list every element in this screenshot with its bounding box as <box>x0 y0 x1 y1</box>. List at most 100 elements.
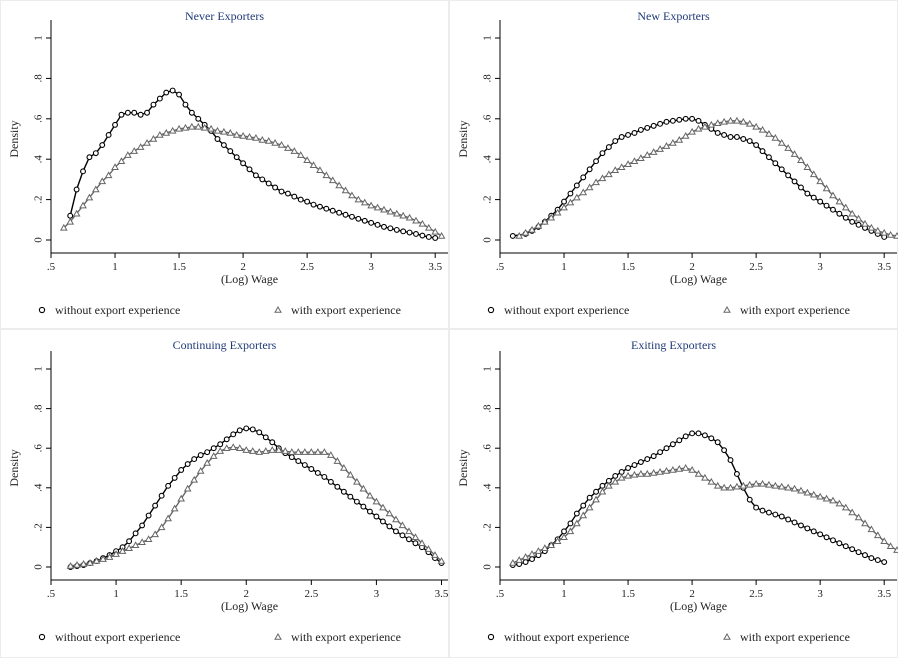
data-point <box>260 177 265 182</box>
y-tick-label: 0 <box>33 564 45 570</box>
data-point <box>722 448 727 453</box>
data-point <box>773 161 778 166</box>
data-point <box>863 553 868 558</box>
x-tick-label: 1.5 <box>174 588 188 600</box>
data-point <box>837 211 842 216</box>
data-point <box>382 224 387 229</box>
data-point <box>587 495 592 500</box>
data-point <box>722 133 727 138</box>
data-point <box>568 191 573 196</box>
data-point <box>324 206 329 211</box>
data-point <box>683 116 688 121</box>
data-point <box>153 503 158 508</box>
data-point <box>150 136 156 141</box>
data-point <box>715 131 720 136</box>
y-axis-label: Density <box>456 120 470 157</box>
y-axis-label: Density <box>456 449 470 486</box>
x-tick-label: 3.5 <box>877 261 891 273</box>
data-point <box>356 216 361 221</box>
series-with-export <box>61 124 445 238</box>
data-point <box>708 479 714 484</box>
data-point <box>413 541 418 546</box>
y-tick-label: .8 <box>33 74 45 83</box>
data-point <box>638 460 643 465</box>
data-point <box>305 199 310 204</box>
data-point <box>690 431 695 436</box>
data-point <box>735 135 740 140</box>
data-point <box>581 503 586 508</box>
data-point <box>856 550 861 555</box>
y-axis-label: Density <box>7 449 21 486</box>
data-point <box>779 514 784 519</box>
chart-title: Exiting Exporters <box>631 338 716 352</box>
data-point <box>645 457 650 462</box>
data-point <box>600 483 605 488</box>
data-point <box>286 191 291 196</box>
data-point <box>218 442 223 447</box>
data-point <box>696 118 701 123</box>
data-point <box>619 470 624 475</box>
data-point <box>574 183 579 188</box>
legend-marker-circle <box>488 307 493 312</box>
series-line <box>513 119 884 237</box>
data-point <box>170 88 175 93</box>
data-point <box>574 511 579 516</box>
legend-marker-triangle <box>724 634 730 639</box>
data-point <box>189 110 194 115</box>
data-point <box>523 560 528 565</box>
y-tick-label: .4 <box>33 483 45 492</box>
data-point <box>407 537 412 542</box>
data-point <box>250 427 255 432</box>
data-point <box>658 121 663 126</box>
data-point <box>645 125 650 130</box>
data-point <box>309 467 314 472</box>
data-point <box>786 517 791 522</box>
chart-title: New Exporters <box>637 9 710 23</box>
data-point <box>164 90 169 95</box>
data-point <box>581 175 586 180</box>
data-point <box>568 521 573 526</box>
data-point <box>330 208 335 213</box>
data-point <box>106 133 111 138</box>
data-point <box>394 529 399 534</box>
series-with-export <box>516 118 898 238</box>
data-point <box>754 505 759 510</box>
x-tick-label: 3 <box>817 261 823 273</box>
data-point <box>818 199 823 204</box>
x-tick-label: 3.5 <box>435 588 449 600</box>
data-point <box>747 139 752 144</box>
data-point <box>228 149 233 154</box>
data-point <box>298 197 303 202</box>
data-point <box>322 475 327 480</box>
data-point <box>875 558 880 563</box>
data-point <box>145 110 150 115</box>
data-point <box>355 197 361 202</box>
data-point <box>270 440 275 445</box>
data-point <box>244 426 249 431</box>
y-tick-label: 0 <box>33 237 45 243</box>
legend-marker-circle <box>488 634 493 639</box>
data-point <box>157 96 162 101</box>
data-point <box>179 468 184 473</box>
data-point <box>811 195 816 200</box>
y-tick-label: .4 <box>482 483 494 492</box>
data-point <box>254 173 259 178</box>
data-point <box>138 144 144 149</box>
data-point <box>632 131 637 136</box>
data-point <box>792 520 797 525</box>
data-point <box>696 471 702 476</box>
data-point <box>677 117 682 122</box>
y-tick-label: 1 <box>33 366 45 372</box>
data-point <box>593 179 599 184</box>
x-tick-label: 1.5 <box>621 261 635 273</box>
data-point <box>658 450 663 455</box>
data-point <box>335 484 340 489</box>
data-point <box>113 122 118 127</box>
legend-label-with: with export experience <box>740 303 850 317</box>
data-point <box>292 194 297 199</box>
data-point <box>231 432 236 437</box>
x-tick-label: 1 <box>113 588 119 600</box>
x-tick-label: .5 <box>496 261 505 273</box>
